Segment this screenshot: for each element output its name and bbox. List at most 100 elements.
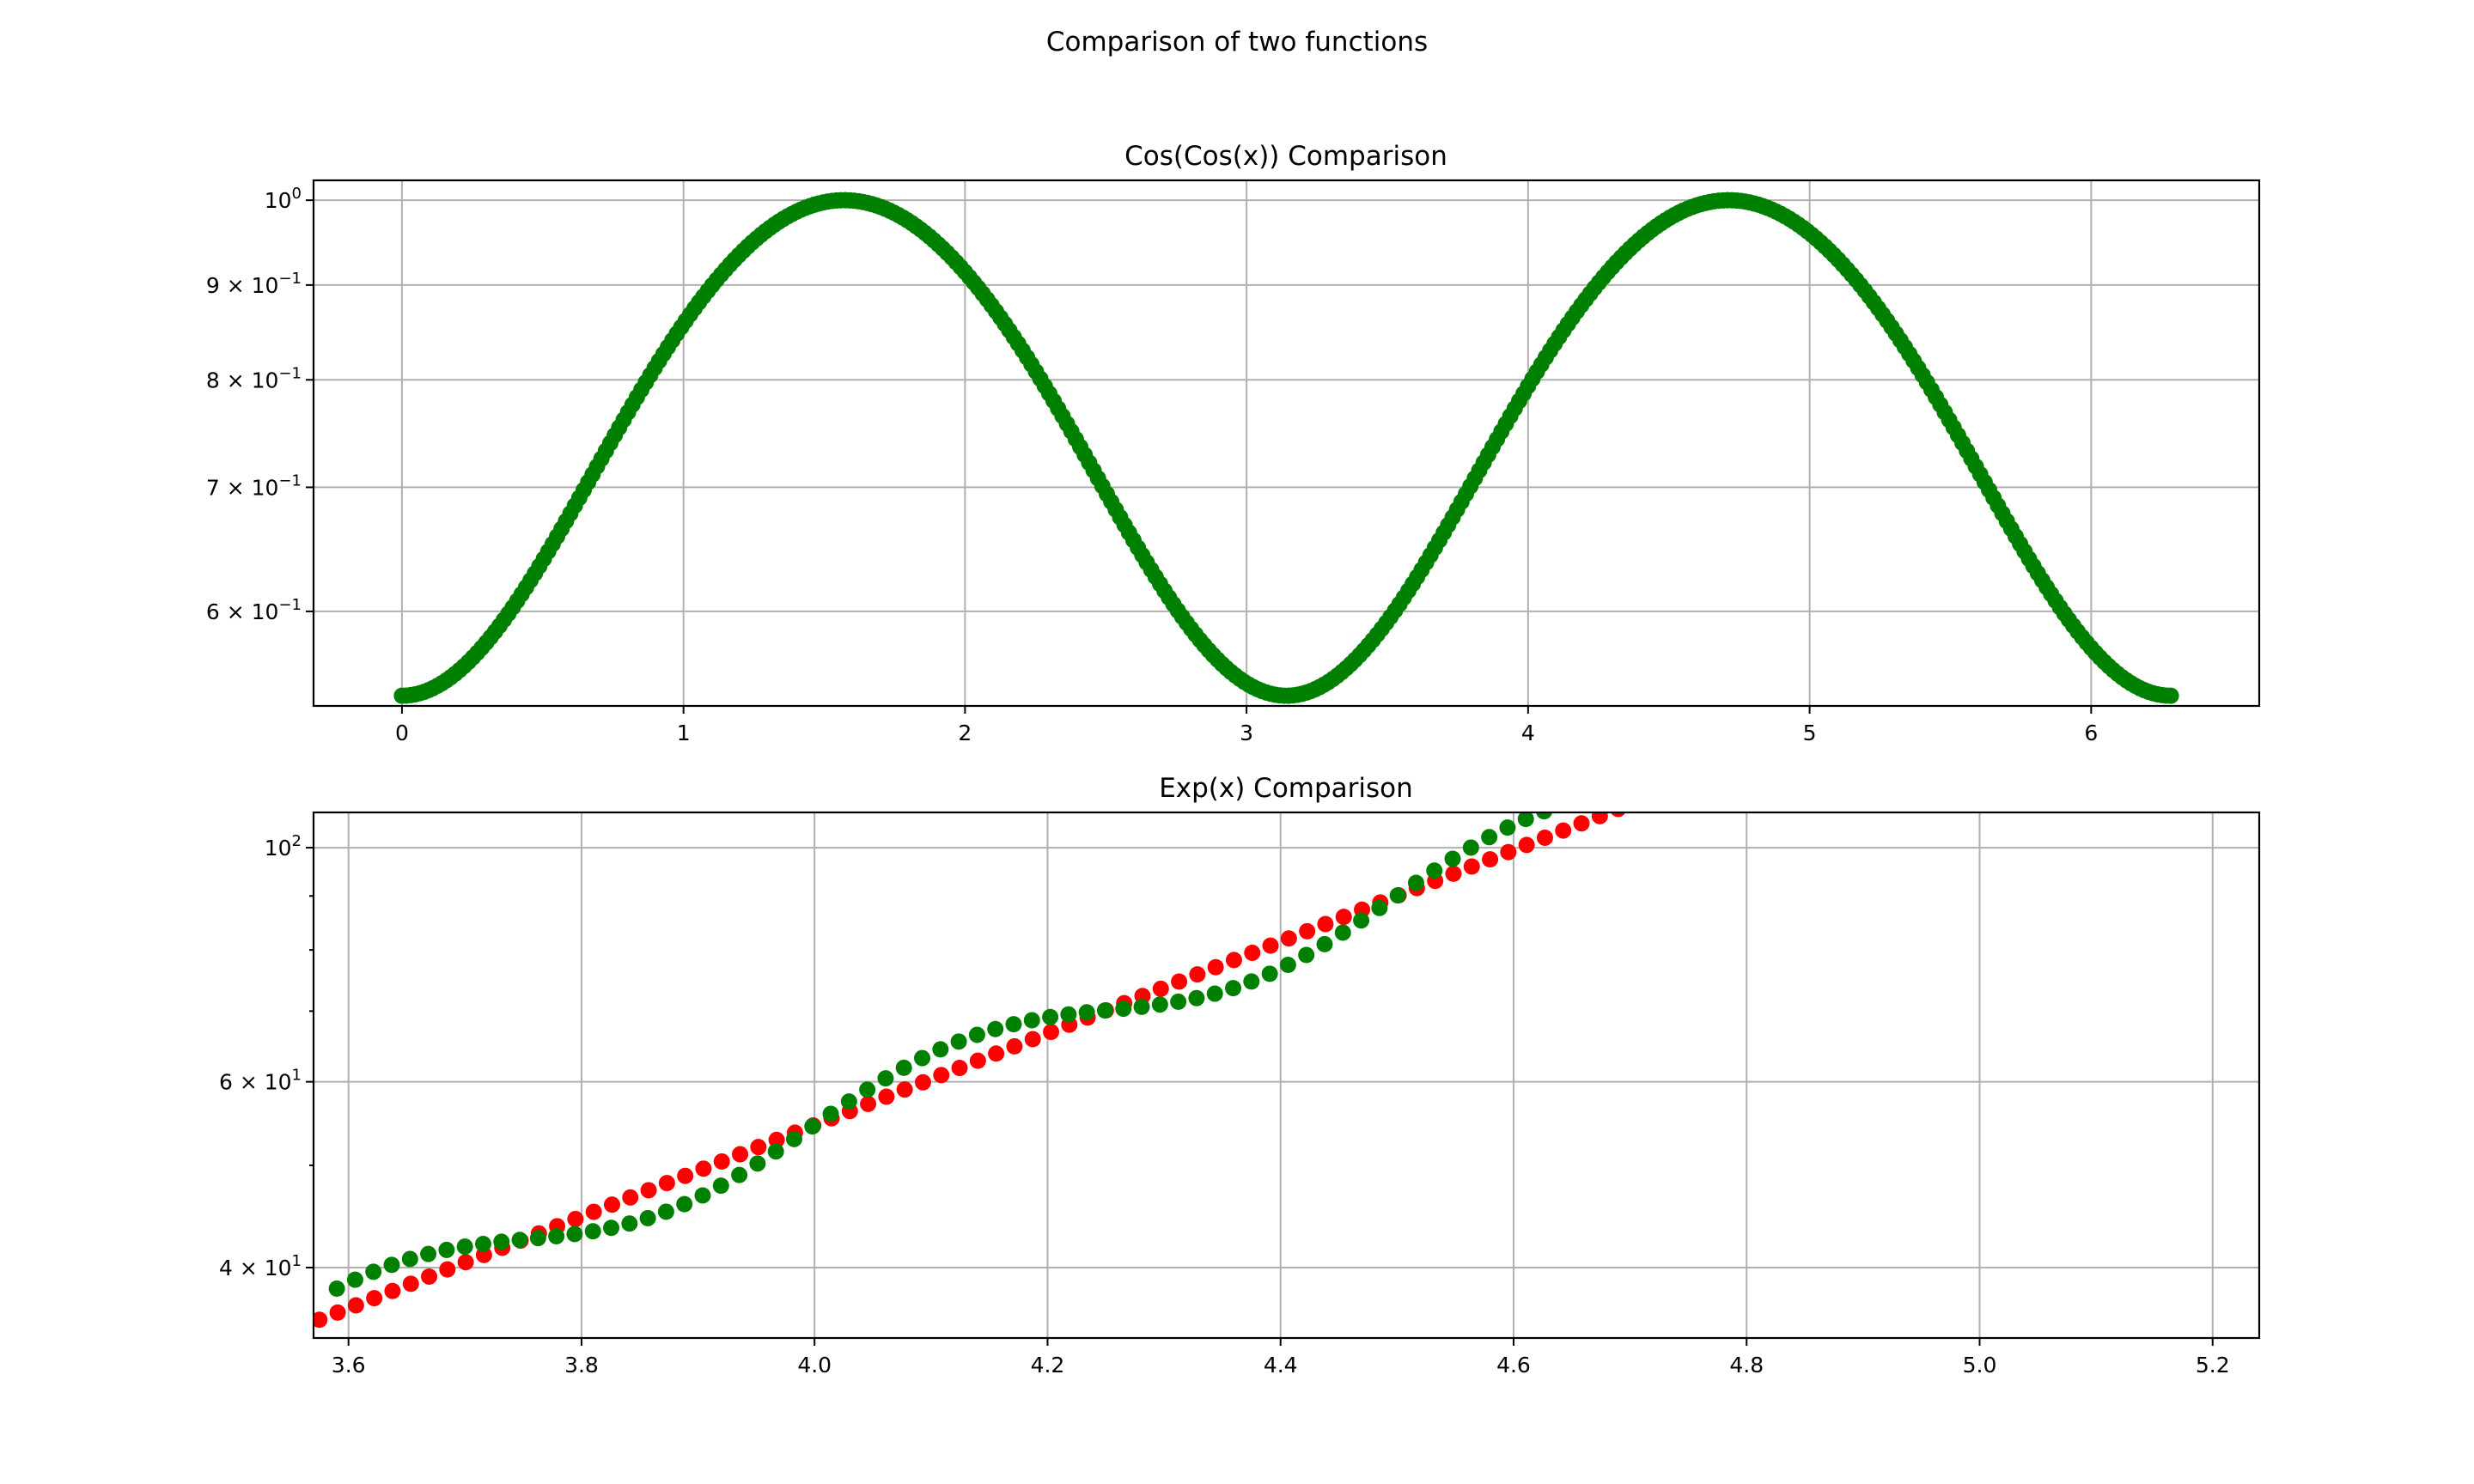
exp-xtick-label: 5.2 (2196, 1353, 2230, 1378)
exp-points (314, 787, 1626, 1329)
exp-green-point (1170, 993, 1187, 1010)
figure-title: Comparison of two functions (1046, 27, 1428, 58)
exp-green-point (511, 1232, 528, 1249)
exp-green-point (1499, 819, 1516, 836)
exp-green-point (1133, 998, 1150, 1015)
exp-green-point (950, 1033, 967, 1050)
exp-green-point (1005, 1016, 1022, 1033)
exp-green-point (1481, 829, 1498, 846)
exp-green-point (603, 1219, 620, 1237)
exp-green-point (694, 1187, 711, 1204)
exp-green-point (1206, 985, 1223, 1002)
exp-green-point (1243, 973, 1260, 990)
exp-red-point (1445, 865, 1462, 882)
exp-red-point (1207, 958, 1224, 976)
exp-red-point (347, 1297, 364, 1314)
exp-green-point (1188, 989, 1205, 1007)
exp-green-point (676, 1195, 693, 1213)
exp-red-point (1189, 966, 1206, 983)
exp-red-point (1171, 973, 1188, 990)
exp-axes-frame (312, 811, 2261, 1340)
exp-green-point (1115, 1000, 1132, 1018)
cos-grid (314, 180, 2259, 706)
exp-red-point (603, 1196, 620, 1213)
cos-ytick-label: 100 (265, 185, 302, 213)
exp-green-point (1042, 1008, 1059, 1025)
exp-xtick-label: 5.0 (1963, 1353, 1997, 1378)
exp-red-point (421, 1268, 438, 1285)
cos-green-point (2162, 687, 2179, 704)
exp-red-point (1463, 858, 1480, 875)
exp-green-point (420, 1245, 437, 1262)
cos-ytick-label: 6 × 10−1 (206, 596, 302, 624)
exp-red-point (1299, 922, 1316, 940)
exp-subplot: Exp(x) Comparison 3.6 3.8 4.0 4.2 4.4 4.6 4.8 5… (219, 773, 2261, 1378)
exp-green-point (1023, 1012, 1040, 1029)
exp-red-point (1573, 815, 1590, 832)
exp-green-point (438, 1241, 455, 1258)
exp-green-point (1334, 924, 1351, 941)
exp-red-point (1043, 1024, 1060, 1041)
cos-cos-subplot: Cos(Cos(x)) Comparison 0 1 2 3 4 5 6 100 9 × 10−… (206, 141, 2261, 745)
exp-red-point (457, 1254, 474, 1271)
exp-red-point (988, 1045, 1005, 1062)
cos-ticks: 0 1 2 3 4 5 6 100 9 × 10−1 8 × 10−1 7 × 10−1 6 × 10… (206, 185, 2098, 745)
exp-green-point (987, 1020, 1004, 1037)
exp-green-point (859, 1081, 876, 1098)
exp-xtick-label: 4.0 (797, 1353, 832, 1378)
exp-red-point (1317, 915, 1334, 933)
cos-ytick-label: 7 × 10−1 (206, 471, 302, 500)
exp-red-point (1611, 812, 1626, 818)
exp-ticks: 3.6 3.8 4.0 4.2 4.4 4.6 4.8 5.0 5.2 102 6 × 101 4 ×… (219, 832, 2230, 1378)
exp-green-point (968, 1026, 985, 1043)
exp-green-point (1151, 996, 1168, 1013)
exp-green-point (1353, 912, 1370, 929)
exp-green-point (840, 1093, 857, 1110)
exp-green-point (365, 1263, 382, 1280)
exp-red-point (1244, 945, 1261, 961)
exp-green-point (1389, 887, 1406, 904)
exp-ytick-label: 102 (265, 832, 302, 861)
exp-green-point (1591, 787, 1607, 803)
exp-green-point (529, 1230, 546, 1247)
exp-red-point (1591, 812, 1608, 824)
exp-green-point (1060, 1006, 1077, 1023)
exp-red-point (768, 1131, 785, 1148)
cos-xtick-label: 4 (1521, 721, 1535, 745)
cos-xtick-label: 2 (958, 721, 972, 745)
exp-green-point (1078, 1004, 1095, 1021)
exp-green-point (932, 1041, 949, 1058)
exp-green-point (731, 1166, 748, 1183)
exp-red-point (677, 1167, 694, 1184)
exp-red-point (1555, 822, 1572, 839)
exp-green-point (1407, 874, 1424, 891)
cos-xtick-label: 5 (1803, 721, 1817, 745)
exp-red-point (567, 1210, 584, 1227)
exp-red-point (366, 1290, 383, 1307)
exp-green-point (566, 1226, 583, 1243)
exp-green-point (712, 1177, 729, 1195)
exp-red-point (732, 1146, 749, 1163)
exp-red-point (1006, 1037, 1023, 1055)
exp-red-point (713, 1153, 730, 1170)
exp-green-point (1261, 965, 1278, 982)
exp-xtick-label: 3.6 (332, 1353, 366, 1378)
subplot-title-cos: Cos(Cos(x)) Comparison (1124, 141, 1447, 172)
exp-green-point (877, 1070, 894, 1087)
exp-green-point (493, 1233, 510, 1250)
exp-green-point (767, 1143, 784, 1160)
exp-xtick-label: 4.6 (1496, 1353, 1531, 1378)
exp-red-point (860, 1095, 877, 1112)
exp-red-point (384, 1282, 401, 1299)
exp-green-point (1462, 839, 1479, 856)
exp-red-point (439, 1261, 456, 1278)
exp-red-point (585, 1203, 602, 1220)
exp-red-point (658, 1175, 675, 1192)
exp-ytick-label: 4 × 101 (219, 1252, 302, 1280)
exp-green-point (804, 1118, 821, 1135)
cos-points (393, 192, 2179, 704)
exp-red-point (1152, 980, 1169, 997)
exp-green-point (346, 1271, 363, 1288)
exp-green-point (639, 1209, 656, 1226)
